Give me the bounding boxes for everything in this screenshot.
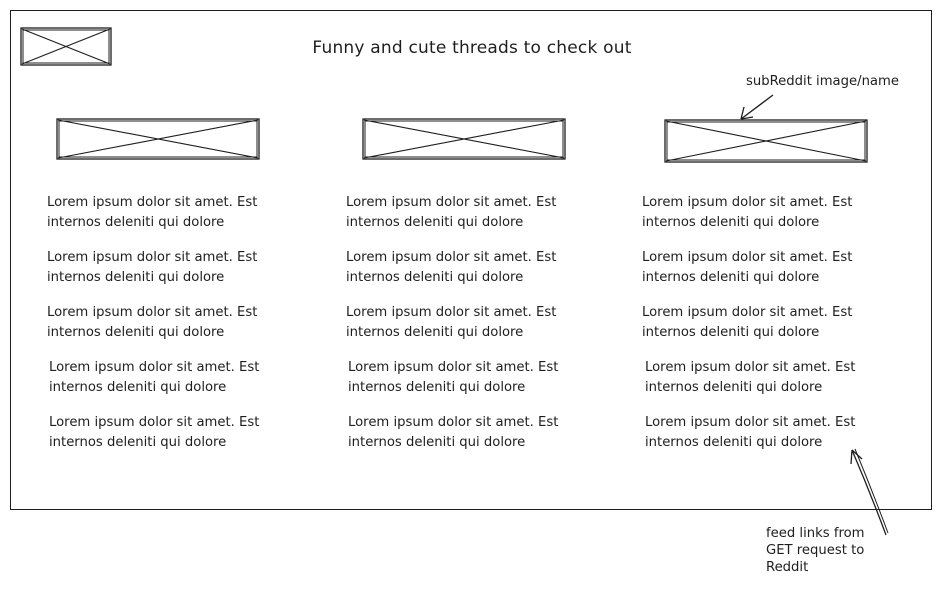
feed-annotation-arrow-icon	[0, 0, 944, 594]
